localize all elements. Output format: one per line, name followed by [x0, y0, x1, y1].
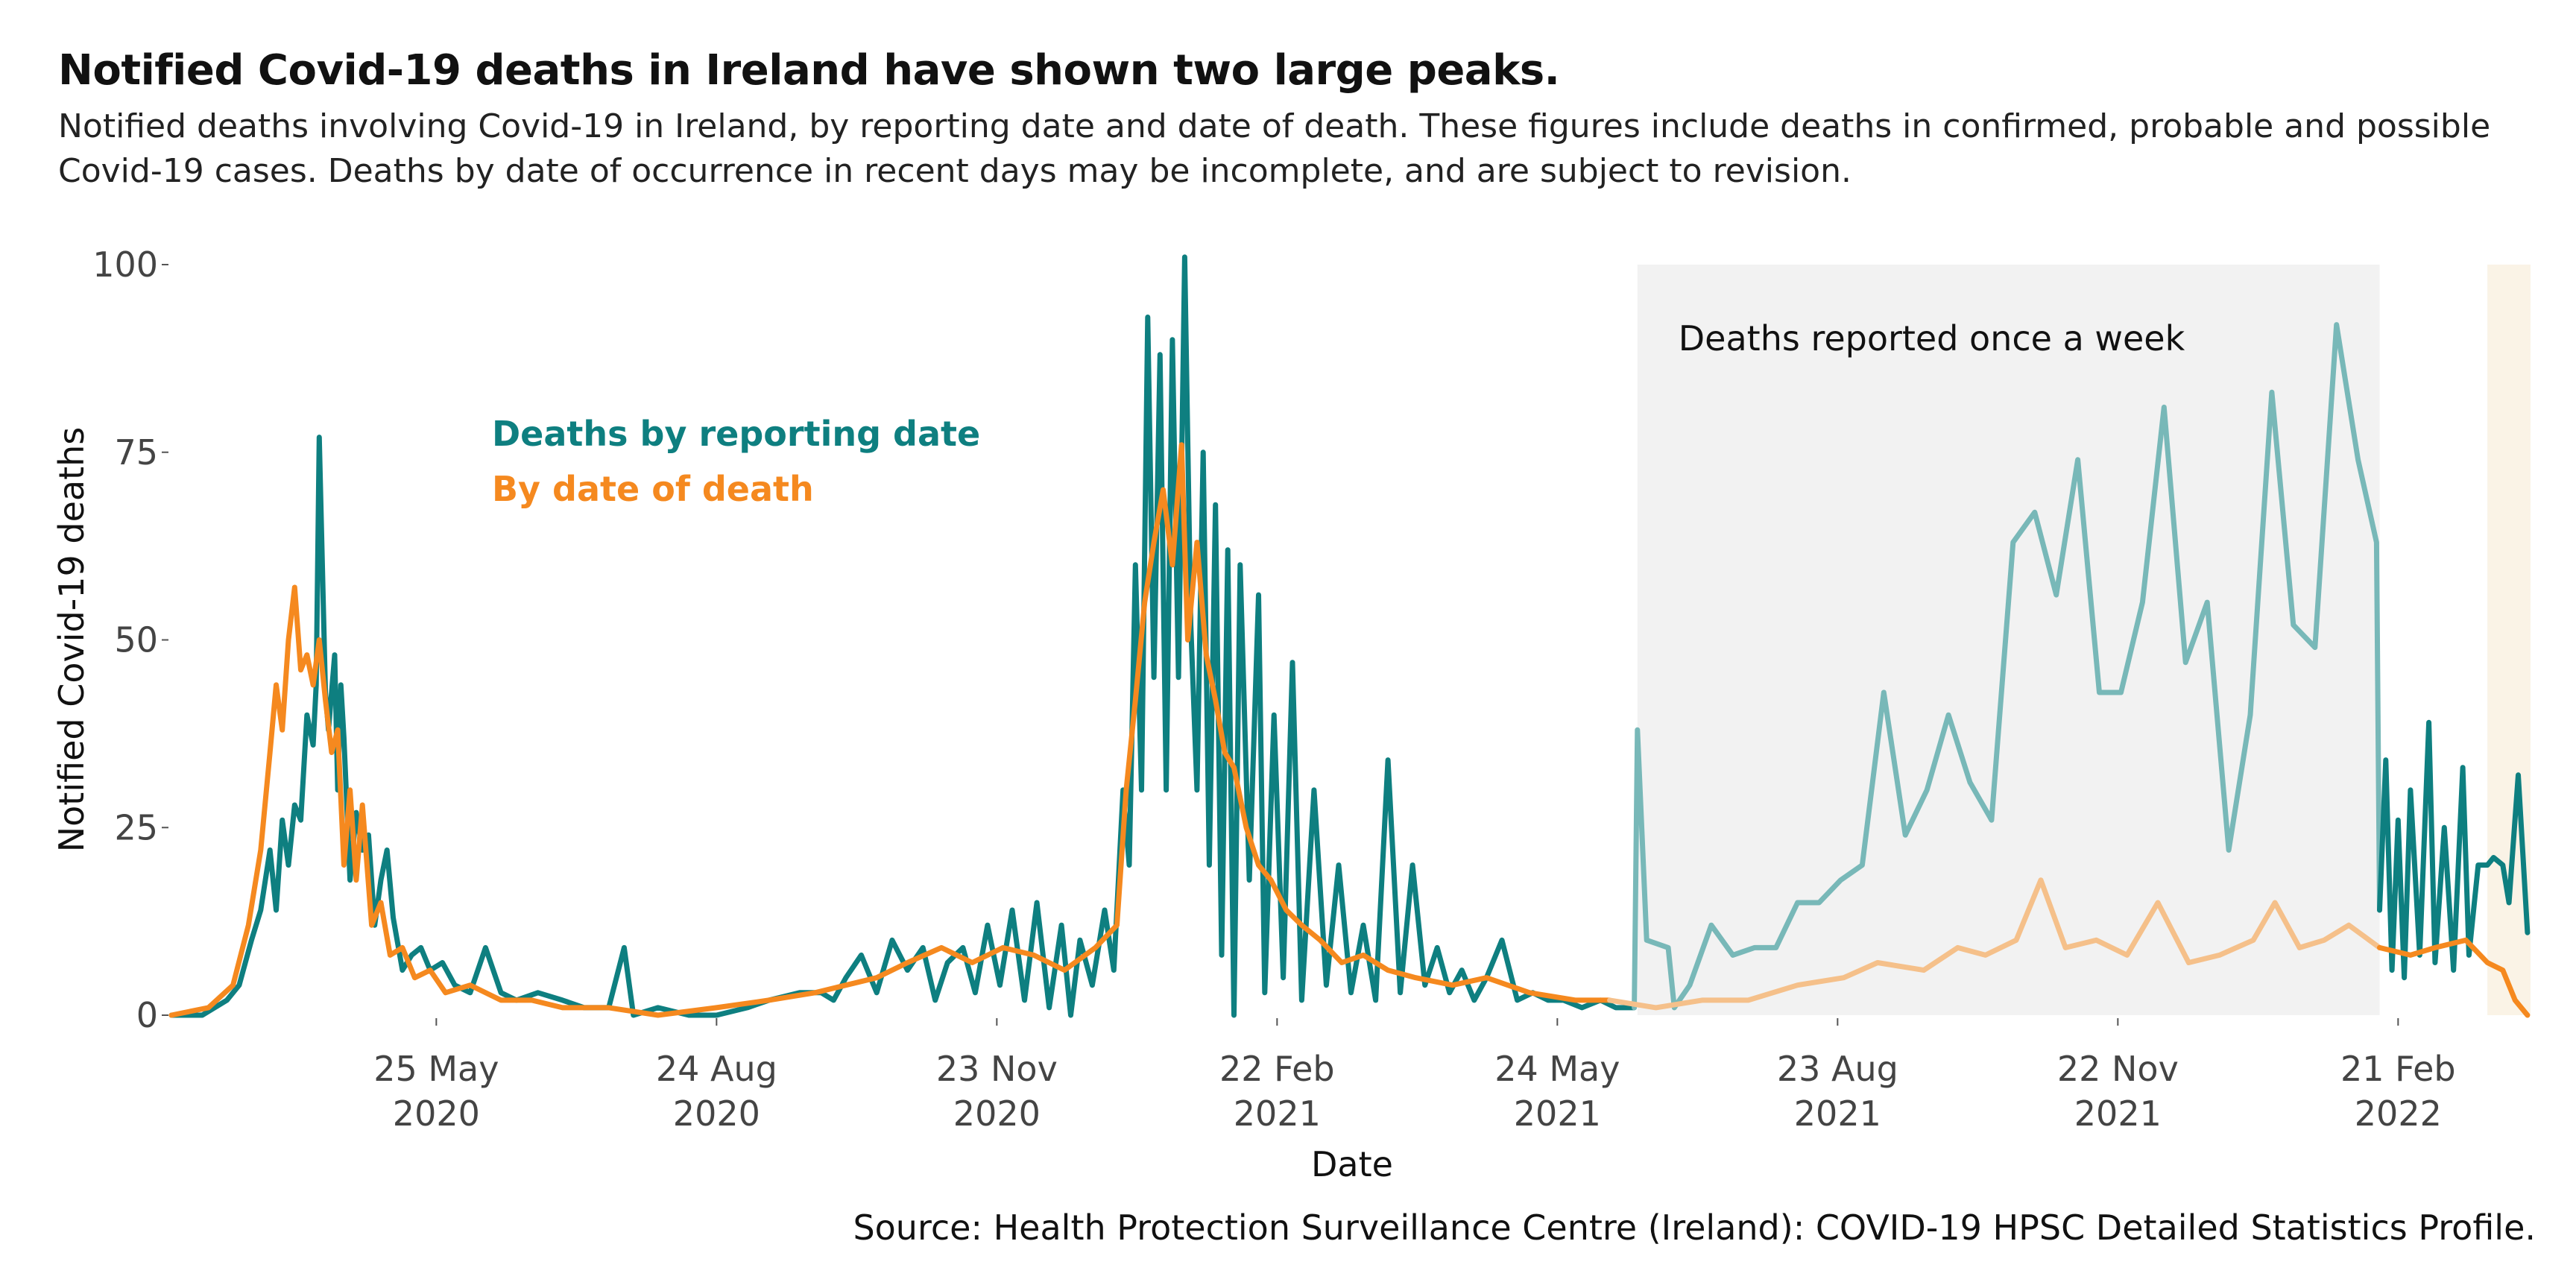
x-tick-label-year: 2020: [953, 1093, 1041, 1134]
y-tick-label: 100: [92, 244, 158, 285]
x-tick-label: 23 Aug: [1777, 1049, 1898, 1089]
series-line-date-of-death-segment-2: [2377, 937, 2531, 1018]
x-tick-label-year: 2021: [1234, 1093, 1321, 1134]
y-axis: 0 25 50 75 100: [92, 244, 168, 1035]
x-tick-label: 21 Feb: [2340, 1049, 2456, 1089]
y-tick-label: 25: [114, 807, 158, 847]
legend-reporting-date: Deaths by reporting date: [492, 414, 980, 454]
x-tick-label-year: 2022: [2355, 1093, 2442, 1134]
x-tick-label-year: 2021: [1514, 1093, 1601, 1134]
y-tick-label: 75: [114, 432, 158, 473]
x-tick-label: 25 May: [373, 1049, 499, 1089]
y-tick-label: 50: [114, 620, 158, 660]
x-axis-title: Date: [1311, 1144, 1393, 1184]
chart-title: Notified Covid-19 deaths in Ireland have…: [58, 46, 1560, 95]
y-axis-title: Notified Covid-19 deaths: [51, 427, 92, 853]
x-tick-label: 23 Nov: [936, 1049, 1058, 1089]
x-tick-label-year: 2021: [2074, 1093, 2162, 1134]
x-tick-label-year: 2020: [393, 1093, 480, 1134]
series-line-date-of-death-segment-1: [1607, 877, 2382, 1011]
shaded-region-weekly: [1637, 265, 2380, 1015]
weekly-reporting-annotation: Deaths reported once a week: [1679, 318, 2185, 359]
x-tick-label: 24 May: [1494, 1049, 1620, 1089]
series-line-reporting-date-segment-1: [1632, 322, 2382, 1011]
series-line-reporting-date-segment-0: [168, 254, 1638, 1018]
source-note: Source: Health Protection Surveillance C…: [853, 1208, 2536, 1248]
x-tick-label: 22 Nov: [2057, 1049, 2179, 1089]
x-tick-label: 22 Feb: [1219, 1049, 1335, 1089]
x-tick-label: 24 Aug: [656, 1049, 777, 1089]
series-line-reporting-date-segment-2: [2377, 719, 2531, 981]
chart-subtitle: Notified deaths involving Covid-19 in Ir…: [58, 107, 2491, 190]
x-tick-label-year: 2020: [673, 1093, 760, 1134]
series-lines: [168, 254, 2531, 1018]
legend-date-of-death: By date of death: [492, 469, 814, 509]
series-line-date-of-death-segment-0: [168, 442, 1613, 1018]
y-tick-label: 0: [136, 995, 158, 1035]
x-tick-label-year: 2021: [1794, 1093, 1881, 1134]
